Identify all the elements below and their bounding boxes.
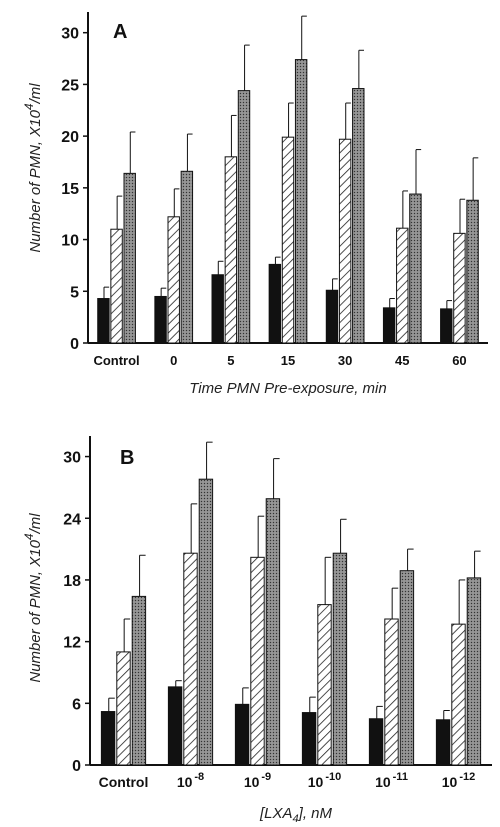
panel-b-x-tick-exponent: -9 [261, 771, 271, 783]
panel-b-bar [332, 552, 348, 766]
panel-b-xlabel-main: [LXA [259, 805, 293, 822]
panel-b-xlabel-tail: ], nM [297, 805, 333, 822]
panel-a-x-tick-label: 0 [170, 353, 177, 368]
panel-a-bar [167, 216, 180, 344]
panel-a-bar [268, 263, 282, 344]
panel-a-bar [237, 90, 251, 344]
panel-a-x-tick-label: 30 [338, 353, 352, 368]
panel-a-bar [396, 227, 409, 344]
panel-b-x-tick-label: 10 -12 [442, 771, 475, 790]
panel-b-bar [131, 595, 147, 766]
panel-a-bar [382, 307, 396, 344]
panel-a-y-tick-label: 30 [61, 26, 79, 43]
panel-b-letter: B [120, 447, 134, 469]
panel-a-y-tick-label: 15 [61, 181, 79, 198]
panel-a-y-tick-label: 5 [70, 284, 79, 301]
panel-b-x-tick-label: 10 -8 [177, 771, 204, 790]
panel-b-x-tick-exponent: -8 [194, 771, 204, 783]
panel-a-y-tick-label: 0 [70, 336, 79, 353]
panel-b-x-tick-label: 10 -11 [375, 771, 408, 790]
panel-b-x-tick-label: 10 -9 [244, 771, 271, 790]
panel-a-x-tick-label: Control [93, 353, 139, 368]
panel-a-bar [281, 136, 295, 344]
panel-a: A 0 5 10 15 20 25 30 Control 0 5 15 30 45 60 Time PMN… [22, 12, 488, 397]
panel-a-x-tick-label: 45 [395, 353, 409, 368]
panel-b-x-tick-base: 10 [375, 774, 391, 790]
panel-b-x-tick-exponent: -11 [393, 771, 408, 783]
panel-a-x-tick-label: 15 [281, 353, 295, 368]
panel-a-bar [409, 193, 422, 344]
panel-a-ylabel-unit: /ml [27, 83, 44, 105]
panel-b-x-tick-label: Control [99, 774, 149, 790]
panel-a-xlabel: Time PMN Pre-exposure, min [189, 380, 386, 397]
panel-a-bar [211, 274, 224, 344]
panel-a-bar [453, 232, 466, 344]
panel-b-xlabel: [LXA4], nM [259, 805, 333, 825]
panel-a-y-tick-label: 20 [61, 129, 79, 146]
panel-b-x-tick-base: Control [99, 774, 149, 790]
panel-a-bar [224, 156, 238, 344]
panel-b-x-tick-base: 10 [308, 774, 324, 790]
panel-b-y-tick-label: 18 [63, 573, 81, 590]
panel-b-xlabel-sub: 4 [293, 813, 299, 825]
panel-b-y-tick-label: 0 [72, 758, 81, 775]
panel-b-ylabel: Number of PMN, X104/ml [22, 513, 44, 683]
panel-a-ylabel-main: Number of PMN, X10 [27, 109, 44, 252]
panel-b-ylabel-main: Number of PMN, X10 [27, 539, 44, 682]
panel-b-x-tick-exponent: -10 [325, 771, 341, 783]
panel-b-bar [100, 711, 116, 766]
panel-b-bar [435, 719, 451, 766]
panel-a-bar [338, 138, 352, 344]
panel-b-bar [167, 686, 183, 766]
panel-b-y-tick-label: 12 [63, 635, 81, 652]
panel-b-x-tick-exponent: -12 [459, 771, 475, 783]
panel-a-bar [110, 228, 123, 344]
panel-a-bar [294, 59, 308, 344]
panel-b-y-tick-label: 30 [63, 450, 81, 467]
panel-a-x-tick-label: 60 [452, 353, 466, 368]
panel-a-y-tick-label: 25 [61, 77, 79, 94]
panel-b-bar [250, 556, 265, 766]
panel-b-ylabel-sup: 4 [22, 533, 36, 540]
panel-b-bar [399, 570, 415, 766]
panel-b-bar [183, 552, 198, 766]
panel-a-x-tick-label: 5 [227, 353, 234, 368]
panel-b-x-tick-base: 10 [442, 774, 458, 790]
panel-b-ylabel-unit: /ml [27, 513, 44, 535]
panel-a-letter: A [113, 21, 127, 43]
panel-b-x-tick-base: 10 [244, 774, 260, 790]
panel-b-bar [116, 651, 131, 766]
panel-a-bar [97, 298, 110, 344]
panel-a-ylabel-sup: 4 [22, 103, 36, 110]
panel-b-bar [198, 478, 214, 766]
panel-b-x-tick-base: 10 [177, 774, 193, 790]
panel-b-bar [234, 703, 250, 766]
panel-a-bar [325, 289, 339, 344]
panel-b-y-tick-label: 24 [63, 511, 81, 528]
panel-a-bar [180, 170, 194, 344]
panel-b-bar [265, 498, 281, 766]
panel-b-bar [451, 623, 466, 766]
panel-b-bar [317, 604, 332, 766]
panel-a-bar [466, 199, 479, 344]
panel-a-y-tick-label: 10 [61, 233, 79, 250]
panel-a-bar [154, 295, 167, 344]
panel-b-bar [384, 618, 399, 766]
panel-a-bar [123, 172, 136, 344]
panel-a-bar [440, 308, 453, 344]
panel-b-bar [301, 712, 317, 766]
panel-b-bar [466, 577, 482, 766]
panel-a-plot-area: 0 5 10 15 20 25 30 Control 0 5 15 30 45 60 [61, 12, 488, 368]
panel-a-ylabel: Number of PMN, X104/ml [22, 83, 44, 253]
panel-b-x-tick-label: 10 -10 [308, 771, 341, 790]
panel-b-y-tick-label: 6 [72, 696, 81, 713]
panel-b-bar [368, 718, 384, 766]
panel-a-bar [352, 88, 365, 344]
